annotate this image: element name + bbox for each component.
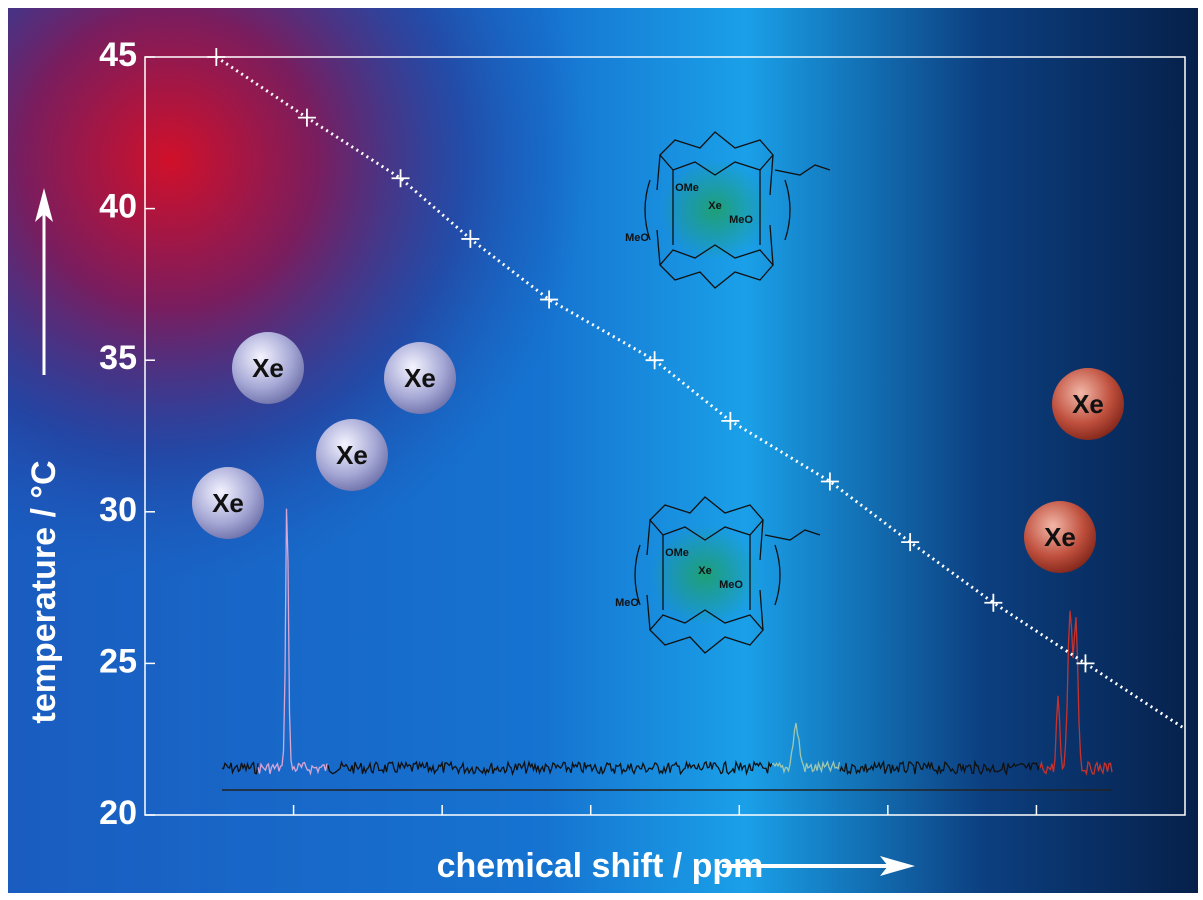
molecule-label: MeO bbox=[625, 232, 649, 244]
y-tick-label: 20 bbox=[99, 794, 137, 832]
background-glow bbox=[8, 8, 1198, 893]
molecule-label: MeO bbox=[719, 579, 743, 591]
xe-label: Xe bbox=[404, 363, 436, 393]
xe-label: Xe bbox=[1072, 389, 1104, 419]
molecule-label: MeO bbox=[729, 214, 753, 226]
xe-label: Xe bbox=[212, 488, 244, 518]
molecule-label: OMe bbox=[675, 182, 699, 194]
y-axis-title: temperature / °C bbox=[25, 460, 63, 723]
y-tick-label: 25 bbox=[99, 642, 137, 680]
xe-label: Xe bbox=[1044, 522, 1076, 552]
xe-label: Xe bbox=[336, 440, 368, 470]
y-tick-label: 35 bbox=[99, 339, 137, 377]
molecule-label: MeO bbox=[615, 597, 639, 609]
molecule-label: Xe bbox=[708, 200, 721, 212]
y-tick-label: 40 bbox=[99, 188, 137, 226]
x-axis-title: chemical shift / ppm bbox=[437, 847, 764, 885]
y-tick-label: 30 bbox=[99, 491, 137, 529]
chart: chemical shift / ppm temperature / °C OM… bbox=[0, 0, 1203, 900]
y-tick-label: 45 bbox=[99, 36, 137, 74]
xe-label: Xe bbox=[252, 353, 284, 383]
molecule-label: OMe bbox=[665, 547, 689, 559]
molecule-label: Xe bbox=[698, 565, 711, 577]
